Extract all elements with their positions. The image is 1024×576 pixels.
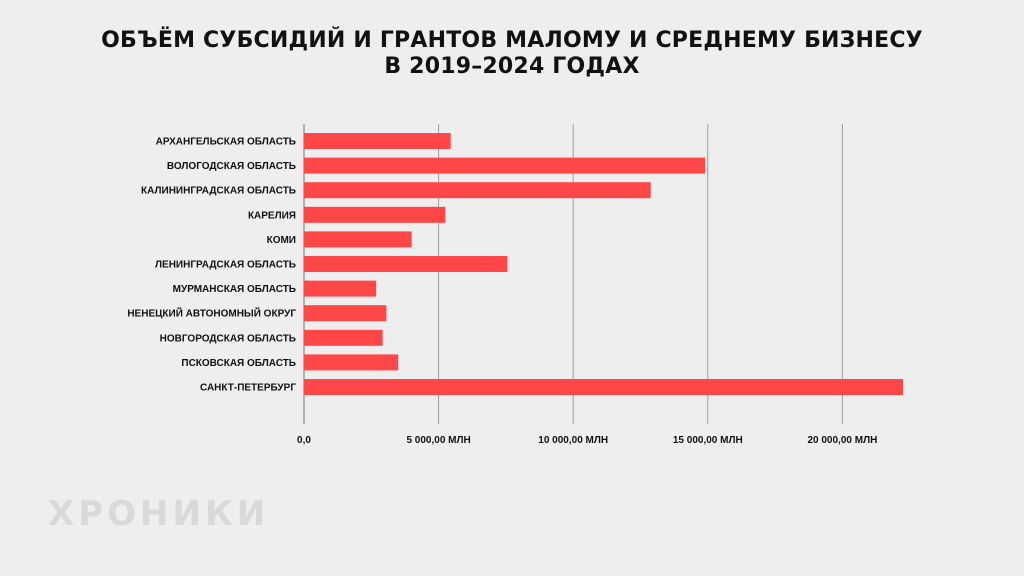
category-label: КАРЕЛИЯ (248, 210, 296, 221)
bar (304, 231, 412, 248)
x-tick-label: 0,0 (297, 435, 311, 446)
bar (304, 354, 399, 371)
x-tick-label: 10 000,00 МЛН (538, 435, 608, 446)
category-label: САНКТ-ПЕТЕРБУРГ (200, 383, 296, 394)
category-label: КОМИ (267, 235, 296, 246)
category-label: ЛЕНИНГРАДСКАЯ ОБЛАСТЬ (155, 260, 296, 271)
category-label: ВОЛОГОДСКАЯ ОБЛАСТЬ (167, 161, 296, 172)
category-label: АРХАНГЕЛЬСКАЯ ОБЛАСТЬ (156, 137, 296, 148)
bar (304, 157, 706, 174)
chart-title-line-2: В 2019–2024 ГОДАХ (384, 54, 640, 79)
bar (304, 379, 903, 395)
bar (304, 182, 651, 199)
bar (304, 305, 387, 322)
brand-watermark: ХРОНИКИ (48, 494, 270, 534)
chart-title-line-1: ОБЪЁМ СУБСИДИЙ И ГРАНТОВ МАЛОМУ И СРЕДНЕ… (101, 28, 923, 53)
bar (304, 280, 377, 297)
bar (304, 256, 508, 272)
bar (304, 133, 451, 149)
x-tick-label: 15 000,00 МЛН (673, 435, 743, 446)
category-label: НЕНЕЦКИЙ АВТОНОМНЫЙ ОКРУГ (127, 307, 296, 320)
x-tick-label: 20 000,00 МЛН (807, 435, 877, 446)
category-label: НОВГОРОДСКАЯ ОБЛАСТЬ (160, 333, 296, 344)
category-label: МУРМАНСКАЯ ОБЛАСТЬ (173, 284, 296, 295)
x-tick-label: 5 000,00 МЛН (406, 435, 470, 446)
bar (304, 329, 383, 346)
category-label: КАЛИНИНГРАДСКАЯ ОБЛАСТЬ (141, 186, 296, 197)
bar (304, 206, 446, 223)
chart-title: ОБЪЁМ СУБСИДИЙ И ГРАНТОВ МАЛОМУ И СРЕДНЕ… (0, 28, 1024, 80)
category-label: ПСКОВСКАЯ ОБЛАСТЬ (181, 358, 296, 369)
